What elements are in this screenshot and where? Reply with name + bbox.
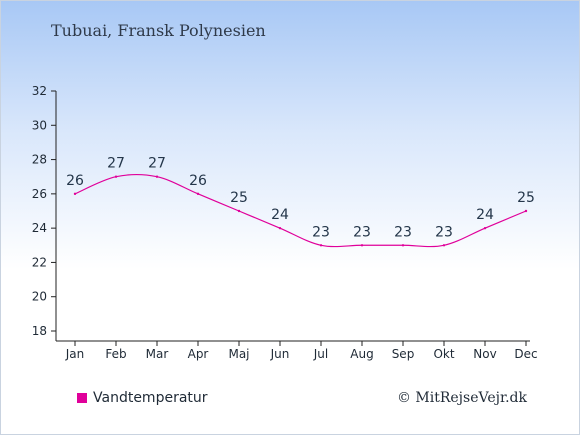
data-point — [237, 209, 241, 213]
x-tick-label: Nov — [473, 347, 496, 361]
x-tick-label: Maj — [228, 347, 249, 361]
data-label: 26 — [66, 173, 84, 189]
x-tick-label: Aug — [350, 347, 373, 361]
data-label: 27 — [107, 156, 125, 172]
legend: Vandtemperatur — [77, 390, 208, 406]
data-point — [155, 175, 159, 178]
data-label: 26 — [189, 173, 207, 189]
data-point — [524, 209, 528, 213]
x-tick-label: Dec — [514, 347, 537, 361]
y-tick-label: 30 — [32, 118, 47, 132]
data-point — [73, 192, 77, 196]
data-label: 23 — [353, 224, 371, 240]
data-point — [360, 244, 364, 247]
marks: 26 27 27 26 25 24 23 23 23 23 24 25 — [66, 156, 535, 248]
legend-swatch — [77, 393, 87, 403]
axes: 18 20 22 24 26 28 30 32 Jan Feb Mar Apr Maj Jun Jul Aug… — [32, 84, 538, 361]
data-point — [196, 192, 200, 196]
data-label: 25 — [230, 190, 248, 206]
data-point — [278, 226, 282, 230]
y-tick-label: 28 — [32, 153, 47, 167]
x-tick-label: Feb — [105, 347, 126, 361]
data-label: 23 — [394, 224, 412, 240]
series-line — [74, 173, 527, 248]
y-tick-label: 24 — [32, 221, 47, 235]
data-label: 23 — [312, 224, 330, 240]
y-tick-label: 32 — [32, 84, 47, 98]
chart-title: Tubuai, Fransk Polynesien — [51, 21, 266, 40]
data-point — [483, 226, 487, 230]
y-tick-label: 18 — [32, 324, 47, 338]
data-point — [401, 244, 405, 247]
x-tick-label: Sep — [392, 347, 415, 361]
x-tick-label: Mar — [146, 347, 169, 361]
credit-text: © MitRejseVejr.dk — [396, 390, 527, 406]
data-point — [319, 244, 323, 247]
data-label: 25 — [517, 190, 535, 206]
data-label: 24 — [271, 207, 289, 223]
y-tick-label: 22 — [32, 255, 47, 269]
x-tick-label: Jul — [313, 347, 328, 361]
x-tick-label: Jan — [65, 347, 85, 361]
data-label: 27 — [148, 156, 166, 172]
x-tick-label: Okt — [433, 347, 454, 361]
data-label: 23 — [435, 224, 453, 240]
y-tick-label: 26 — [32, 187, 47, 201]
legend-label: Vandtemperatur — [93, 390, 208, 406]
data-point — [442, 244, 446, 247]
y-tick-label: 20 — [32, 290, 47, 304]
x-tick-label: Jun — [270, 347, 290, 361]
data-point — [114, 175, 118, 178]
x-tick-label: Apr — [188, 347, 209, 361]
data-label: 24 — [476, 207, 494, 223]
